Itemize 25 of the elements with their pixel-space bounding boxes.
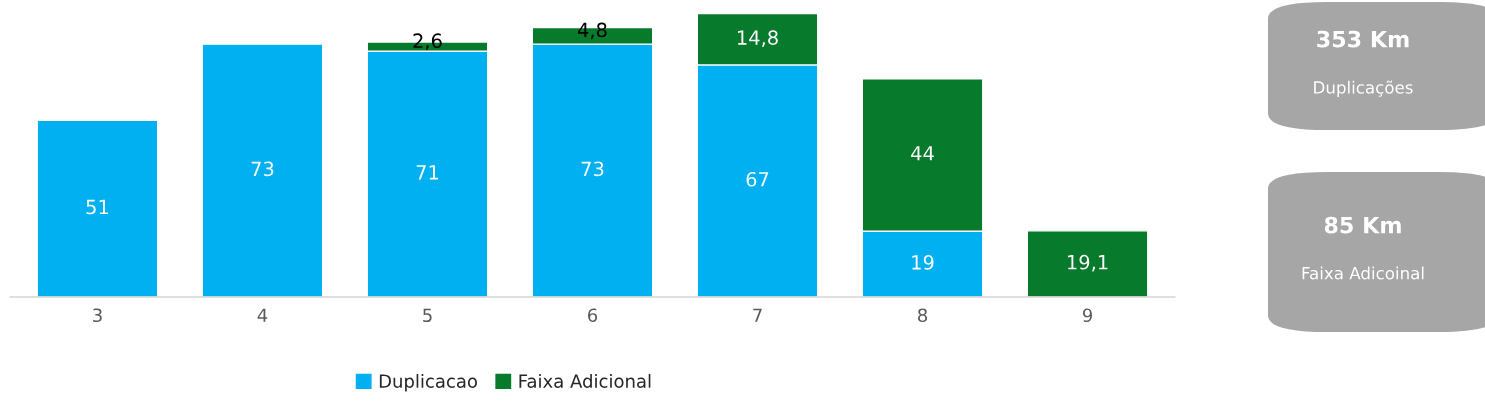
data-label: 14,8 bbox=[738, 30, 778, 47]
data-label: 73 bbox=[251, 161, 274, 177]
data-label: 67 bbox=[746, 171, 769, 187]
x-tick-label: 9 bbox=[1082, 308, 1093, 323]
x-tick-label: 8 bbox=[918, 308, 928, 323]
data-label: 19 bbox=[912, 255, 934, 270]
legend-label: Duplicacao bbox=[379, 373, 477, 392]
x-tick-label: 3 bbox=[93, 308, 102, 323]
bar bbox=[36, 119, 159, 297]
bar bbox=[1026, 230, 1149, 297]
text: Duplicações bbox=[1314, 80, 1413, 97]
text: Faixa Adicoinal bbox=[1302, 266, 1424, 280]
text: 353 Km bbox=[1317, 30, 1409, 48]
data-label: 44 bbox=[911, 146, 934, 161]
x-tick-label: 7 bbox=[753, 308, 762, 322]
data-label: 73 bbox=[581, 161, 604, 177]
data-label: 51 bbox=[86, 199, 109, 215]
legend-label: Faixa Adicional bbox=[519, 373, 651, 388]
bar bbox=[201, 43, 324, 297]
data-label: 71 bbox=[416, 165, 439, 180]
x-tick-label: 6 bbox=[588, 308, 598, 323]
x-tick-label: 5 bbox=[423, 308, 432, 323]
data-label: 19,1 bbox=[1068, 254, 1108, 272]
text: 85 Km bbox=[1324, 216, 1401, 234]
x-tick-label: 4 bbox=[257, 308, 268, 322]
